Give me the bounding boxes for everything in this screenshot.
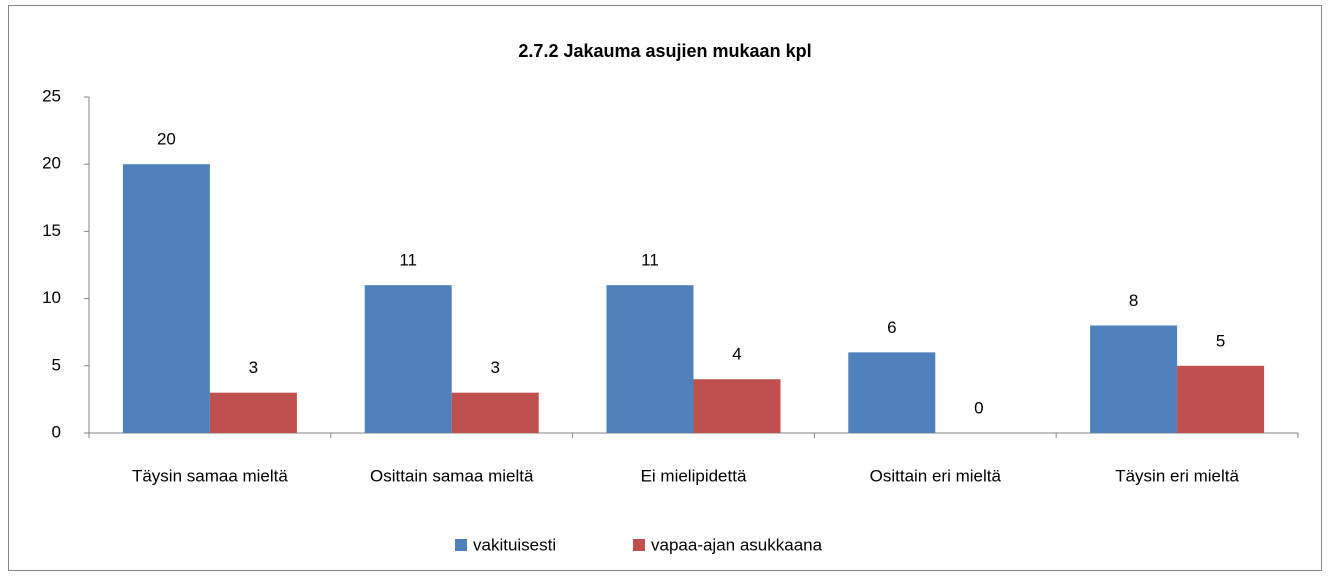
chart-title: 2.7.2 Jakauma asujien mukaan kpl: [518, 41, 811, 61]
legend-swatch: [633, 539, 645, 551]
bar: [122, 164, 210, 433]
data-label: 4: [732, 345, 741, 364]
bar: [364, 285, 452, 433]
bar: [1090, 325, 1178, 433]
data-label: 6: [887, 318, 896, 337]
data-label: 0: [974, 398, 983, 417]
legend-label: vakituisesti: [473, 535, 556, 554]
x-tick-label: Täysin eri mieltä: [1115, 466, 1239, 485]
y-tick-label: 20: [42, 154, 61, 173]
bar: [848, 352, 936, 433]
data-label: 3: [249, 358, 258, 377]
data-label: 11: [641, 251, 659, 270]
data-label: 8: [1129, 291, 1138, 310]
data-label: 11: [399, 251, 417, 270]
y-tick-label: 10: [42, 288, 61, 307]
y-tick-label: 15: [42, 221, 61, 240]
x-tick-label: Osittain samaa mieltä: [370, 466, 534, 485]
bar: [606, 285, 694, 433]
y-tick-label: 5: [52, 355, 61, 374]
bar: [451, 392, 539, 433]
bar: [209, 392, 297, 433]
y-tick-label: 0: [52, 422, 61, 441]
bar: [693, 379, 781, 433]
bar: [1177, 365, 1265, 433]
data-label: 3: [490, 358, 499, 377]
x-tick-label: Osittain eri mieltä: [870, 466, 1002, 485]
legend-label: vapaa-ajan asukkaana: [651, 535, 823, 554]
data-label: 20: [157, 130, 176, 149]
x-tick-label: Täysin samaa mieltä: [132, 466, 288, 485]
x-tick-label: Ei mielipidettä: [641, 466, 747, 485]
legend-swatch: [455, 539, 467, 551]
y-tick-label: 25: [42, 86, 61, 105]
data-label: 5: [1216, 331, 1225, 350]
